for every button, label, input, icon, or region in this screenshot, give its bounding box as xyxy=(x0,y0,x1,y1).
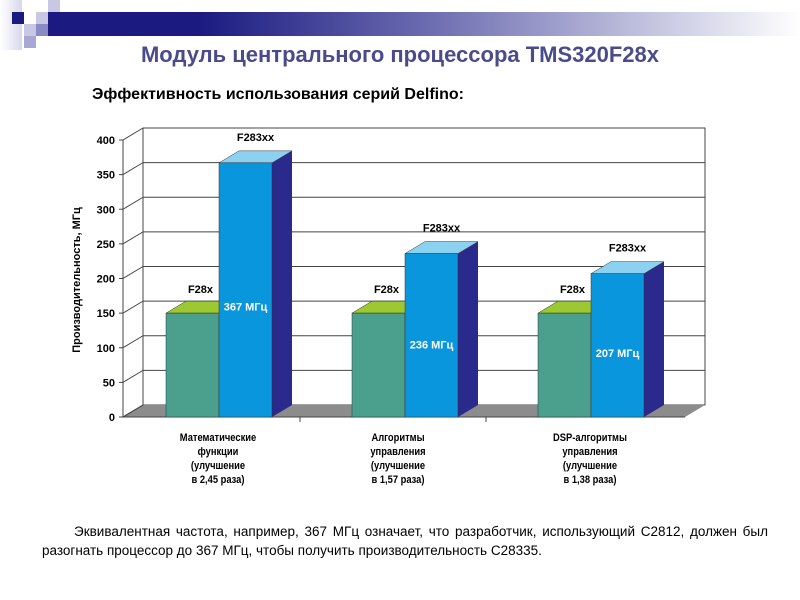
bar-side-f283xx xyxy=(458,241,478,417)
gridline-side xyxy=(122,404,144,418)
series-label-f283xx: F283xx xyxy=(237,132,275,144)
bar-f283xx xyxy=(404,253,459,418)
series-label-f28x: F28x xyxy=(188,284,214,296)
y-tick-label: 100 xyxy=(97,343,115,355)
series-label-f28x: F28x xyxy=(374,284,400,296)
data-label: 367 МГц xyxy=(224,301,268,313)
bar-f283xx xyxy=(218,162,273,418)
footnote: Эквивалентная частота, например, 367 МГц… xyxy=(42,524,768,558)
data-label: 207 МГц xyxy=(596,348,640,360)
y-tick-label: 300 xyxy=(97,204,115,216)
decor-square xyxy=(36,12,48,24)
category-label: Математические функции (улучшение в 2,45 ра… xyxy=(179,432,257,486)
gridline-side xyxy=(122,335,144,349)
data-label: 236 МГц xyxy=(410,339,454,351)
gridline-side xyxy=(122,196,144,210)
decor-square xyxy=(24,36,36,48)
y-tick-label: 400 xyxy=(97,135,115,147)
y-tick-label: 50 xyxy=(103,377,115,389)
category-label: Алгоритмы управления (улучшение в 1,57 раза… xyxy=(370,432,426,486)
slide-title: Модуль центрального процессора TMS320F28… xyxy=(140,42,660,67)
bar-side-f283xx xyxy=(644,261,664,417)
bar-f28x xyxy=(351,312,406,418)
y-tick-label: 350 xyxy=(97,170,115,182)
decor-square xyxy=(12,12,24,24)
bar-chart: 0 50 100 150 200 250 300 350 400 Производительнос… xyxy=(71,127,706,424)
series-label-f283xx: F283xx xyxy=(423,223,461,235)
series-label-f283xx: F283xx xyxy=(609,243,647,255)
decor-square xyxy=(36,24,48,36)
category-label: DSP-алгоритмы управления (улучшение в 1,38 … xyxy=(553,432,627,486)
decor-band xyxy=(48,12,800,36)
y-axis-title: Производительность, МГц xyxy=(71,207,83,353)
gridline-side xyxy=(122,162,144,176)
y-tick-label: 0 xyxy=(109,412,115,424)
gridline-side xyxy=(122,300,144,314)
gridline-side xyxy=(122,266,144,279)
y-tick-label: 200 xyxy=(97,274,115,286)
gridline-side xyxy=(122,369,144,383)
bar-f28x xyxy=(165,312,220,418)
bar-side-f283xx xyxy=(272,150,292,418)
slide-subtitle: Эффективность использования серий Delfin… xyxy=(92,86,464,103)
series-label-f28x: F28x xyxy=(560,284,586,296)
y-tick-label: 250 xyxy=(97,239,115,251)
decor-square xyxy=(24,24,36,36)
gridline-side xyxy=(122,231,144,245)
y-tick-label: 150 xyxy=(97,308,115,320)
gridline-side xyxy=(122,127,144,141)
bar-f283xx xyxy=(590,273,645,418)
bar-f28x xyxy=(537,312,592,418)
decor-square xyxy=(48,0,60,12)
